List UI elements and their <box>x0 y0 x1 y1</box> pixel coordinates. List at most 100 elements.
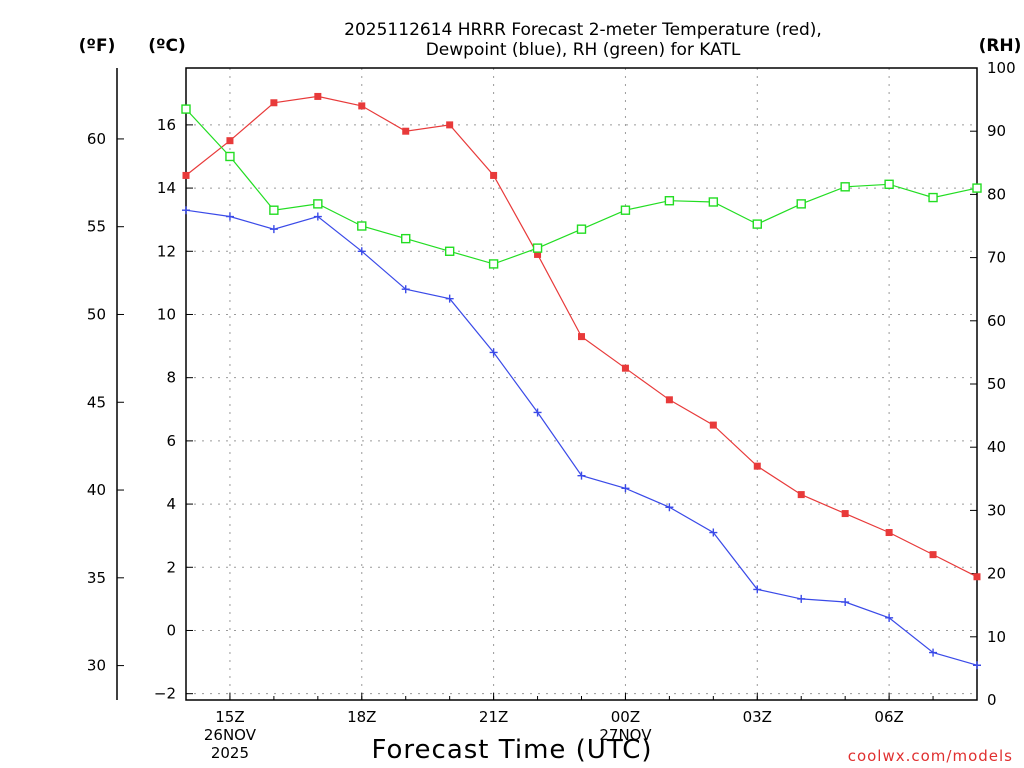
temperature-point <box>709 421 717 429</box>
temperature-point <box>446 121 454 129</box>
temperature-point <box>402 127 410 135</box>
dewpoint-point <box>313 212 322 221</box>
rh-point <box>884 179 894 189</box>
dewpoint-point <box>225 212 234 221</box>
dewpoint-point <box>709 528 718 537</box>
axes: −2 0 2 4 6 8 10 12 14 16 30 35 40 45 50 55 60 0 10 20 30 40 50… <box>87 59 1016 762</box>
rh-point <box>840 182 850 192</box>
dewpoint-point <box>973 661 981 670</box>
celsius-tick-label: 12 <box>157 242 176 260</box>
x-tick-label: 15Z <box>215 708 244 726</box>
temperature-point <box>753 462 761 470</box>
dewpoint-point <box>929 648 938 657</box>
grid <box>186 68 977 700</box>
rh-point <box>357 221 367 231</box>
dewpoint-point <box>797 594 806 603</box>
rh-tick-label: 30 <box>987 501 1006 519</box>
x-tick-label: 03Z <box>743 708 772 726</box>
celsius-tick-label: −2 <box>154 685 176 703</box>
rh-point <box>620 205 631 215</box>
rh-point <box>225 151 235 162</box>
fahrenheit-unit-label: (ºF) <box>79 36 116 56</box>
rh-point <box>664 196 675 206</box>
x-tick-label: 2025 <box>211 744 249 762</box>
rh-tick-label: 80 <box>987 185 1006 203</box>
temperature-point <box>797 491 805 499</box>
fahrenheit-tick-label: 30 <box>87 657 106 675</box>
temperature-point <box>841 510 849 518</box>
temperature-point <box>885 529 893 537</box>
rh-tick-label: 70 <box>987 249 1006 267</box>
temperature-point <box>665 396 673 404</box>
rh-tick-label: 40 <box>987 438 1006 456</box>
dewpoint-point <box>357 247 366 256</box>
chart-title-line-1: 2025112614 HRRR Forecast 2-meter Tempera… <box>344 20 822 40</box>
rh-point <box>752 219 762 229</box>
temperature-point <box>314 92 322 100</box>
dewpoint-point <box>533 408 542 417</box>
celsius-tick-label: 14 <box>157 179 176 197</box>
temperature-point <box>534 250 542 258</box>
rh-point <box>269 205 279 215</box>
temperature-point <box>226 137 234 145</box>
temperature-point <box>578 333 585 341</box>
temperature-point <box>621 364 629 372</box>
fahrenheit-tick-label: 55 <box>87 218 106 236</box>
temperature-point <box>182 171 190 179</box>
dewpoint-point <box>621 484 630 493</box>
temperature-point <box>490 171 498 179</box>
fahrenheit-tick-label: 60 <box>87 130 106 148</box>
rh-point <box>708 197 719 207</box>
celsius-unit-label: (ºC) <box>148 36 186 56</box>
chart-title-line-2: Dewpoint (blue), RH (green) for KATL <box>426 40 741 60</box>
rh-tick-label: 100 <box>987 59 1016 77</box>
x-tick-label: 06Z <box>874 708 903 726</box>
x-tick-label: 27NOV <box>599 726 652 744</box>
temperature-point <box>929 551 937 559</box>
rh-line <box>185 108 978 265</box>
x-axis-title: Forecast Time (UTC) <box>371 735 652 765</box>
rh-tick-label: 0 <box>987 691 997 709</box>
celsius-tick-label: 0 <box>166 621 176 639</box>
dewpoint-point <box>489 348 498 357</box>
rh-point <box>576 224 587 234</box>
dewpoint-point <box>401 285 410 294</box>
dewpoint-point <box>753 585 762 594</box>
rh-unit-label: (RH) <box>979 36 1022 56</box>
x-tick-label: 21Z <box>479 708 508 726</box>
celsius-tick-label: 4 <box>166 495 176 513</box>
dewpoint-point <box>269 225 278 234</box>
dewpoint-line <box>185 209 978 666</box>
temperature-point <box>358 102 366 110</box>
dewpoint-point <box>577 471 586 480</box>
dewpoint-point <box>445 294 454 303</box>
rh-tick-label: 20 <box>987 565 1006 583</box>
rh-point <box>796 199 806 209</box>
temperature-point <box>973 573 981 581</box>
dewpoint-point <box>885 613 894 622</box>
rh-tick-label: 50 <box>987 375 1006 393</box>
celsius-tick-label: 16 <box>157 116 176 134</box>
rh-point <box>181 104 191 114</box>
x-tick-label: 18Z <box>347 708 376 726</box>
rh-point <box>444 246 455 256</box>
rh-tick-label: 90 <box>987 122 1006 140</box>
temperature-point <box>270 99 278 107</box>
fahrenheit-tick-label: 45 <box>87 393 106 411</box>
fahrenheit-tick-label: 35 <box>87 569 106 587</box>
series <box>181 92 982 670</box>
dewpoint-point <box>841 598 850 607</box>
rh-point <box>532 243 543 253</box>
rh-point <box>488 259 499 269</box>
x-tick-label: 00Z <box>611 708 640 726</box>
plot-frame <box>185 67 978 701</box>
rh-point <box>313 199 323 209</box>
celsius-tick-label: 6 <box>166 432 176 450</box>
celsius-tick-label: 8 <box>166 369 176 387</box>
fahrenheit-tick-label: 40 <box>87 481 106 499</box>
fahrenheit-tick-label: 50 <box>87 305 106 323</box>
rh-point <box>972 183 982 193</box>
rh-point <box>401 233 411 244</box>
dewpoint-point <box>182 206 190 215</box>
